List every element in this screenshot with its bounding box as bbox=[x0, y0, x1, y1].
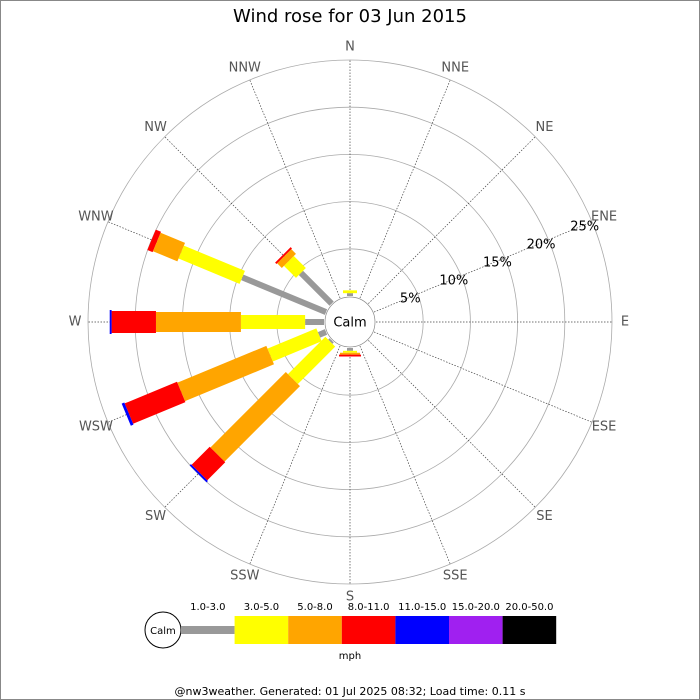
wind-segment bbox=[178, 245, 245, 284]
ring-label: 5% bbox=[400, 292, 421, 307]
calm-label: Calm bbox=[333, 316, 366, 331]
legend-swatch bbox=[341, 616, 396, 644]
legend-calm-label: Calm bbox=[150, 626, 176, 637]
wind-segment bbox=[328, 338, 334, 344]
ring-label: 20% bbox=[527, 237, 556, 252]
direction-label: NNW bbox=[229, 60, 261, 75]
direction-label: S bbox=[346, 590, 354, 605]
spoke bbox=[359, 79, 451, 299]
direction-label: NW bbox=[144, 120, 167, 135]
ring-label: 15% bbox=[483, 255, 512, 270]
direction-label: ESE bbox=[592, 420, 617, 435]
legend-swatch bbox=[234, 616, 289, 644]
chart-title: Wind rose for 03 Jun 2015 bbox=[233, 6, 467, 27]
spoke bbox=[368, 340, 536, 508]
spoke bbox=[373, 331, 593, 423]
wind-segment bbox=[210, 372, 300, 462]
legend-label: 8.0-11.0 bbox=[348, 602, 390, 613]
legend-label: 20.0-50.0 bbox=[505, 602, 553, 613]
direction-label: SW bbox=[145, 509, 166, 524]
wind-segment bbox=[283, 255, 306, 278]
direction-label: ENE bbox=[591, 209, 617, 224]
ring-label: 10% bbox=[439, 273, 468, 288]
spoke bbox=[368, 136, 536, 304]
spoke bbox=[249, 345, 341, 565]
legend-swatch bbox=[395, 616, 449, 644]
wind-segment bbox=[277, 249, 296, 268]
ring-label: 25% bbox=[570, 219, 599, 234]
direction-label: WSW bbox=[79, 420, 113, 435]
direction-label: SSW bbox=[230, 569, 260, 584]
calm-circle bbox=[324, 296, 376, 348]
direction-label: NNE bbox=[441, 60, 469, 75]
legend-swatch bbox=[502, 616, 557, 644]
legend-label: 11.0-15.0 bbox=[398, 602, 446, 613]
direction-label: SE bbox=[536, 509, 552, 524]
direction-label: W bbox=[69, 315, 82, 330]
wind-segment bbox=[267, 328, 322, 362]
legend-label: 5.0-8.0 bbox=[297, 602, 332, 613]
legend-swatch bbox=[288, 616, 342, 644]
legend-label: 3.0-5.0 bbox=[244, 602, 279, 613]
wind-segment bbox=[241, 274, 328, 315]
wind-segment bbox=[124, 381, 186, 424]
wind-segment bbox=[287, 336, 336, 385]
wind-segment bbox=[298, 270, 334, 306]
wind-segment bbox=[275, 247, 293, 265]
legend-label: 1.0-3.0 bbox=[190, 602, 225, 613]
spoke bbox=[249, 79, 341, 299]
legend-swatch bbox=[449, 616, 503, 644]
wind-segment bbox=[147, 229, 161, 253]
spoke bbox=[373, 221, 593, 313]
wind-segment bbox=[121, 402, 134, 426]
wind-segment bbox=[189, 464, 208, 483]
unit-label: mph bbox=[339, 651, 361, 662]
direction-label: SSE bbox=[443, 569, 468, 584]
footer: @nw3weather. Generated: 01 Jul 2025 08:3… bbox=[175, 685, 526, 698]
wind-segment bbox=[191, 446, 226, 481]
wind-segment bbox=[177, 345, 274, 402]
direction-label: NE bbox=[535, 120, 553, 135]
legend-swatch bbox=[181, 626, 235, 634]
direction-label: N bbox=[345, 40, 355, 55]
direction-label: E bbox=[621, 315, 629, 330]
legend-label: 15.0-20.0 bbox=[452, 602, 500, 613]
wind-segment bbox=[317, 329, 328, 338]
ring bbox=[87, 59, 613, 585]
spoke bbox=[359, 345, 451, 565]
direction-label: WNW bbox=[78, 209, 114, 224]
wind-segment bbox=[152, 232, 186, 262]
